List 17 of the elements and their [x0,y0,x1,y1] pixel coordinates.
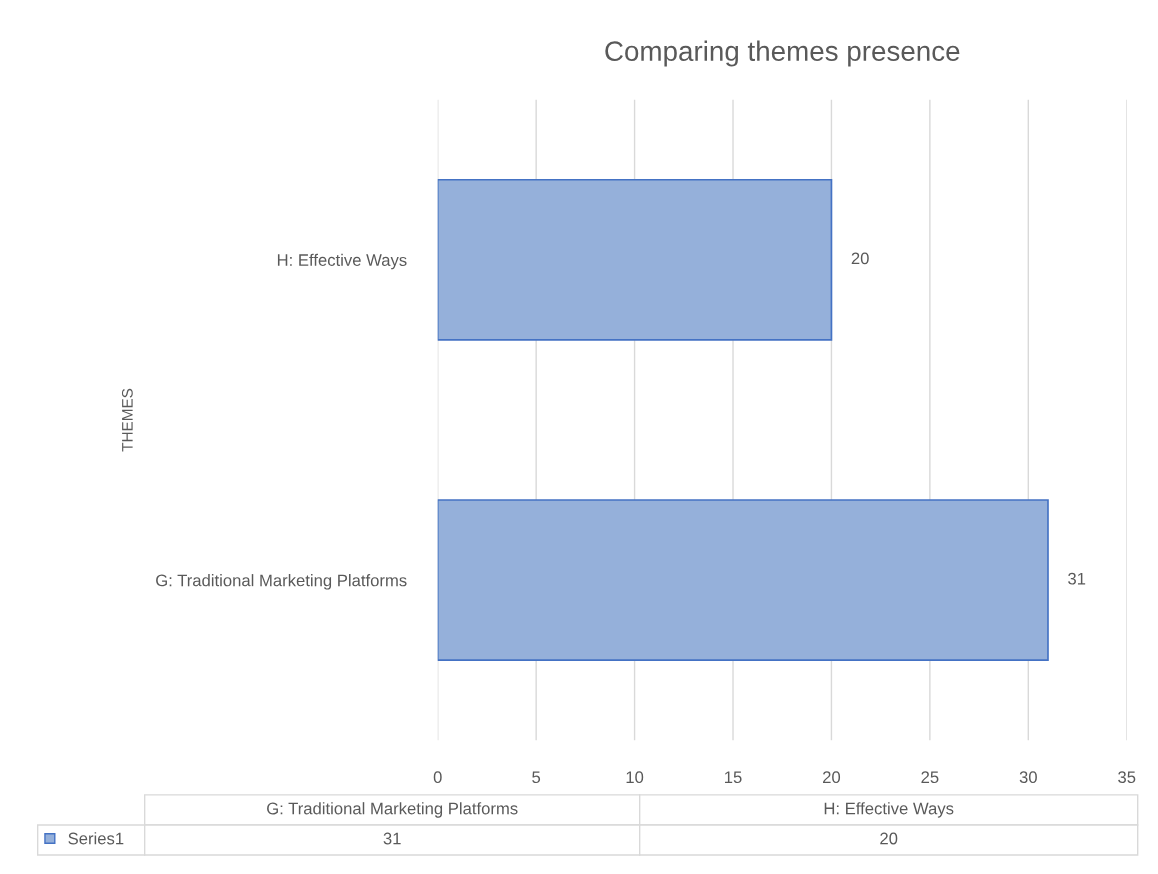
category-label: H: Effective Ways [824,802,954,818]
x-tick-label: 10 [626,771,644,784]
x-tick-label: 0 [433,771,442,784]
category-label: G: Traditional Marketing Platforms [267,802,518,818]
chart-title: Comparing themes presence [605,40,960,67]
x-tick-label: 5 [532,771,541,784]
x-tick-label: 15 [725,771,742,784]
text: 31 [383,832,401,845]
data-label: 31 [1068,572,1086,585]
x-tick-label: 35 [1118,771,1136,784]
x-tick-label: 25 [921,771,939,784]
x-tick-label: 30 [1019,771,1037,784]
text: 20 [880,832,898,845]
legend-label: Series1 [68,832,124,845]
y-axis-title: THEMES [121,388,133,452]
data-label: 20 [851,252,869,265]
x-tick-label: 20 [823,771,841,784]
